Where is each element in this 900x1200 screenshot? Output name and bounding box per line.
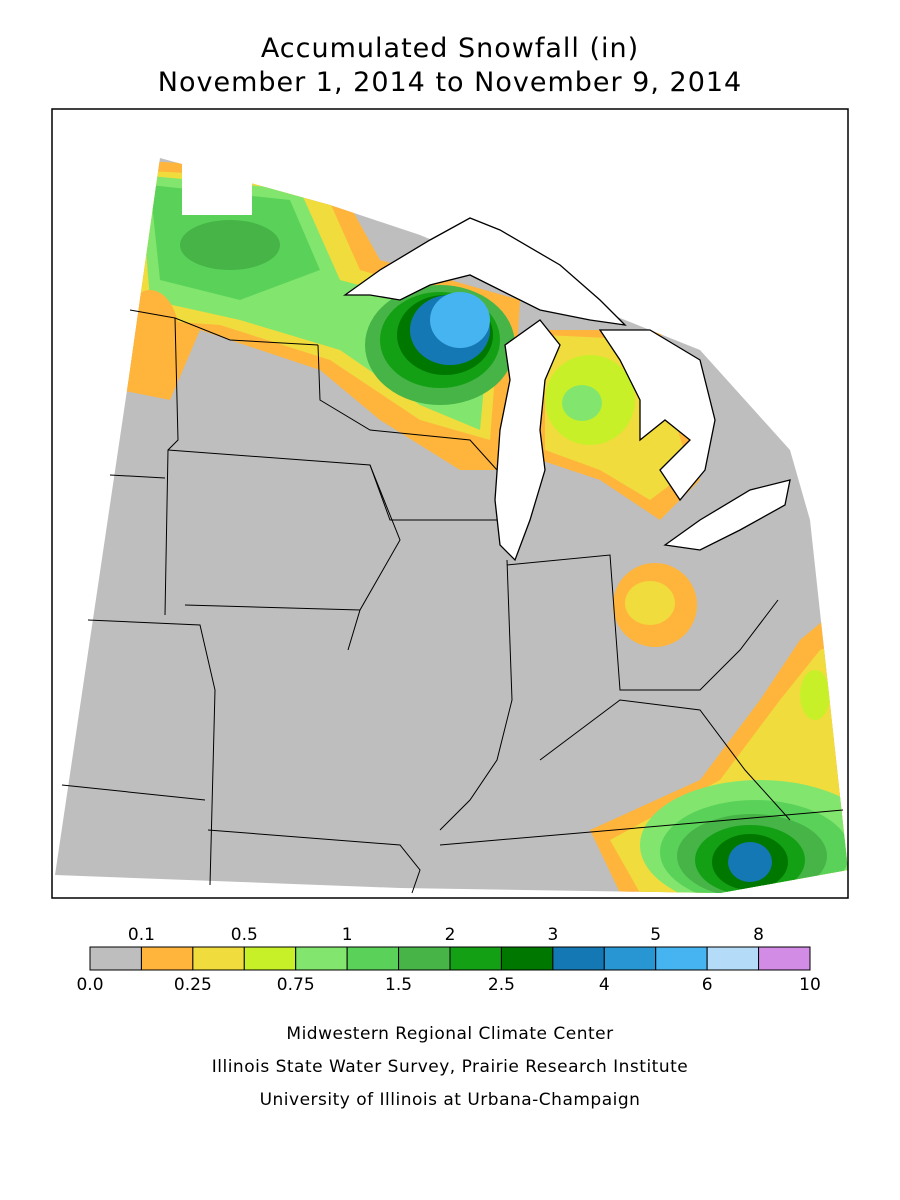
legend-swatch xyxy=(449,946,502,971)
legend-label: 8 xyxy=(753,925,764,945)
legend-label: 10 xyxy=(799,975,821,995)
legend-swatch xyxy=(552,946,605,971)
legend-label: 6 xyxy=(702,975,713,995)
legend-label: 2.5 xyxy=(488,975,515,995)
legend-label: 5 xyxy=(650,925,661,945)
legend-swatch xyxy=(295,946,348,971)
legend-swatch xyxy=(89,946,142,971)
map-frame xyxy=(51,108,849,899)
legend-swatch xyxy=(500,946,554,971)
state-lines xyxy=(61,309,844,894)
great-lakes xyxy=(342,217,791,562)
legend-label: 0.75 xyxy=(277,975,315,995)
legend-swatch xyxy=(192,946,245,971)
title: Accumulated Snowfall (in) xyxy=(261,33,639,64)
legend-label: 0.25 xyxy=(174,975,212,995)
credit-line: Midwestern Regional Climate Center xyxy=(286,1024,613,1044)
legend-swatch xyxy=(243,946,297,971)
legend-swatch xyxy=(655,946,708,971)
legend-label: 0.0 xyxy=(76,975,103,995)
map xyxy=(51,108,849,899)
legend-swatch xyxy=(758,946,811,971)
legend-swatch xyxy=(706,946,760,971)
credit-line: Illinois State Water Survey, Prairie Res… xyxy=(212,1057,688,1077)
legend-label: 2 xyxy=(445,925,456,945)
credit-line: University of Illinois at Urbana-Champai… xyxy=(260,1090,641,1110)
legend-label: 1 xyxy=(342,925,353,945)
legend-label: 3 xyxy=(547,925,558,945)
legend-swatch xyxy=(603,946,657,971)
legend-label: 0.5 xyxy=(231,925,258,945)
legend-swatch xyxy=(140,946,194,971)
legend-label: 1.5 xyxy=(385,975,412,995)
subtitle: November 1, 2014 to November 9, 2014 xyxy=(158,67,742,98)
legend: 0.0 0.1 0.25 0.5 0.75 1 1.5 2 2.5 3 4 5 6 8 10 xyxy=(76,925,820,995)
legend-label: 4 xyxy=(599,975,610,995)
legend-swatch xyxy=(398,946,451,971)
legend-swatch xyxy=(346,946,400,971)
legend-label: 0.1 xyxy=(128,925,155,945)
